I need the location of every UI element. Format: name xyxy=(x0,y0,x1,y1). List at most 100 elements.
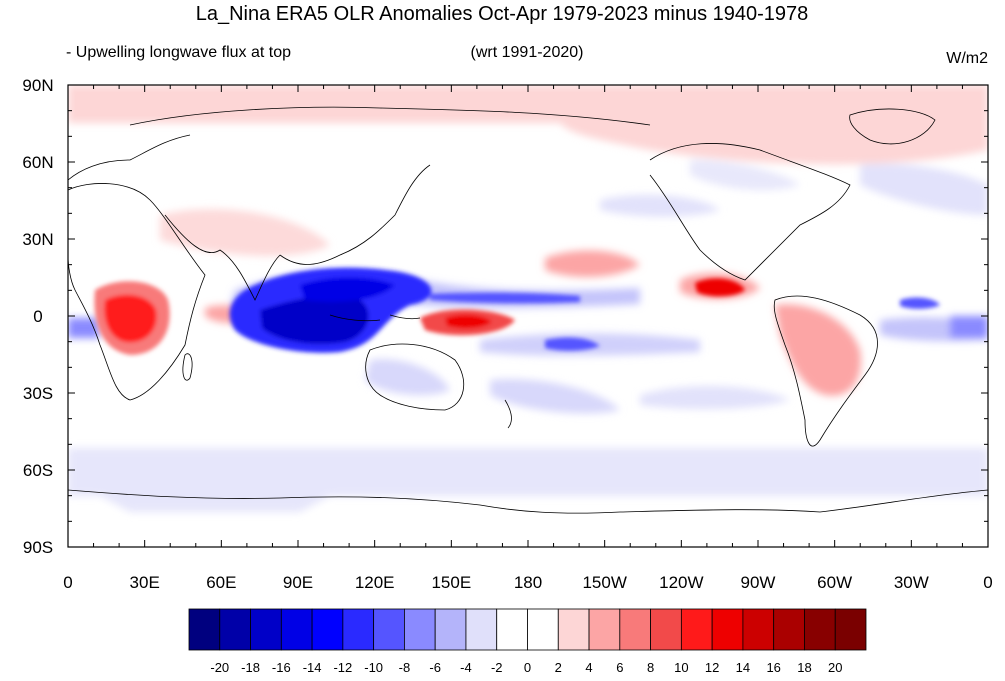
lat-label: 90N xyxy=(22,76,53,95)
coastline-new-zealand xyxy=(504,399,512,429)
colorbar-label: 2 xyxy=(555,660,562,675)
coastline-arabia-india xyxy=(164,214,281,301)
colorbar-swatch xyxy=(650,608,682,651)
colorbar-label: -10 xyxy=(364,660,383,675)
spcz-cool-core xyxy=(545,337,600,351)
coastline-australia xyxy=(365,343,464,411)
colorbar-swatch xyxy=(250,608,282,651)
longitude-labels: 0 30E 60E 90E 120E 150E 180 150W 120W 90W 60W 30W 0 xyxy=(63,573,992,592)
colorbar-label: -12 xyxy=(333,660,352,675)
south-america-warm xyxy=(775,304,861,396)
south-indian-cool xyxy=(365,359,450,396)
coastline-antarctica xyxy=(68,489,988,514)
colorbar-swatch xyxy=(342,608,375,651)
colorbar-swatch xyxy=(434,608,467,651)
asia-warm xyxy=(160,209,330,256)
lon-label: 90W xyxy=(741,573,776,592)
east-pacific-warm-core xyxy=(695,278,745,297)
colorbar-swatch xyxy=(280,608,313,651)
colorbar-swatch xyxy=(680,608,713,651)
chart-subtitle-variable: - Upwelling longwave flux at top xyxy=(66,44,291,61)
lat-label: 60S xyxy=(23,461,53,480)
colorbar-swatch xyxy=(373,608,405,651)
coastline-africa xyxy=(68,183,206,401)
colorbar-label: 8 xyxy=(647,660,654,675)
colorbar-swatch xyxy=(773,608,805,651)
colorbar-label: -2 xyxy=(491,660,503,675)
colorbar-swatch xyxy=(496,608,528,651)
lat-label: 90S xyxy=(23,538,53,557)
pacific-itcz-cool-core xyxy=(430,292,580,304)
colorbar-label: 16 xyxy=(766,660,780,675)
lon-label: 180 xyxy=(514,573,542,592)
colorbar-swatch xyxy=(742,608,775,651)
lon-label: 120E xyxy=(355,573,395,592)
colorbar-label: -18 xyxy=(241,660,260,675)
maritime-cool-core xyxy=(260,295,369,345)
southern-cool-extension xyxy=(100,496,330,512)
colorbar-swatch xyxy=(711,608,744,651)
colorbar-label: 6 xyxy=(616,660,623,675)
latitude-labels: 90N 60N 30N 0 30S 60S 90S xyxy=(22,76,53,557)
map-panel: 90N 60N 30N 0 30S 60S 90S 0 30E 60E 90E 120E 150E 18… xyxy=(22,76,992,592)
colorbar-label: -6 xyxy=(429,660,441,675)
colorbar-swatch xyxy=(588,608,621,651)
lon-label: 0 xyxy=(63,573,72,592)
coastlines xyxy=(68,106,988,514)
colorbar-label: 20 xyxy=(828,660,842,675)
coastline-greenland xyxy=(849,108,936,145)
lon-label: 120W xyxy=(659,573,703,592)
colorbar-swatch xyxy=(804,608,836,651)
colorbar-label: 0 xyxy=(524,660,531,675)
coastline-east-asia xyxy=(279,164,431,265)
coastline-indonesia xyxy=(329,314,421,322)
chart-subtitle-reference: (wrt 1991-2020) xyxy=(471,44,584,61)
lon-label: 30W xyxy=(894,573,929,592)
lon-label: 30E xyxy=(130,573,160,592)
colorbar-swatch xyxy=(527,608,559,651)
colorbar-swatch xyxy=(465,608,498,651)
central-africa-warm-core xyxy=(104,294,157,343)
west-africa-cool xyxy=(68,318,100,338)
lon-label: 60W xyxy=(817,573,852,592)
coastline-north-america xyxy=(649,143,851,281)
colorbar-label: 18 xyxy=(797,660,811,675)
coastline-south-america xyxy=(773,295,878,447)
west-pacific-warm-center xyxy=(445,314,492,329)
north-pacific-cool xyxy=(600,194,720,217)
north-atlantic-cool xyxy=(860,163,988,215)
chart-title: La_Nina ERA5 OLR Anomalies Oct-Apr 1979-… xyxy=(196,3,809,25)
maritime-cool-core-north xyxy=(300,277,395,302)
colorbar-swatch xyxy=(557,608,590,651)
lon-label: 150E xyxy=(431,573,471,592)
coastline-madagascar xyxy=(182,353,193,381)
lon-label: 60E xyxy=(206,573,236,592)
colorbar-label: 14 xyxy=(736,660,750,675)
coastline-eurasia-north xyxy=(129,106,651,126)
north-pacific-warm xyxy=(545,250,640,277)
lon-label: 0 xyxy=(983,573,992,592)
colorbar-swatch xyxy=(219,608,251,651)
colorbar-swatch xyxy=(188,608,221,651)
south-pacific-cool xyxy=(490,379,620,414)
chart-units: W/m2 xyxy=(946,50,988,67)
coastline-europe xyxy=(68,134,191,181)
north-america-cool xyxy=(690,159,800,191)
atlantic-cool-core xyxy=(900,297,940,309)
lon-label: 90E xyxy=(283,573,313,592)
colorbar-swatch xyxy=(311,608,344,651)
colorbar-label: 12 xyxy=(705,660,719,675)
colorbar-label: 10 xyxy=(674,660,688,675)
colorbar-label: -8 xyxy=(399,660,411,675)
lat-label: 30S xyxy=(23,384,53,403)
lon-label: 150W xyxy=(582,573,626,592)
colorbar-label: -16 xyxy=(272,660,291,675)
colorbar-swatch xyxy=(619,608,651,651)
colorbar-swatch xyxy=(404,608,436,651)
colorbar-label: -20 xyxy=(210,660,229,675)
axis-ticks xyxy=(67,84,989,548)
lat-label: 30N xyxy=(22,230,53,249)
colorbar-swatch xyxy=(834,608,867,651)
